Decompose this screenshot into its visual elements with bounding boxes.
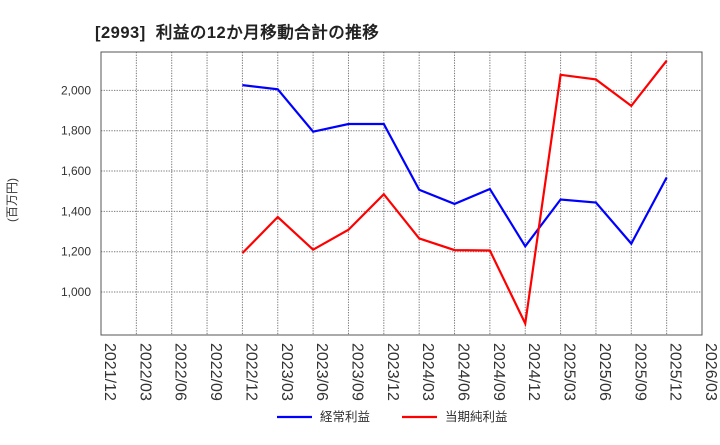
svg-text:2024/06: 2024/06 bbox=[455, 343, 472, 401]
svg-text:2025/03: 2025/03 bbox=[561, 343, 578, 401]
svg-text:2022/03: 2022/03 bbox=[136, 343, 153, 401]
svg-text:2023/12: 2023/12 bbox=[384, 343, 401, 401]
svg-text:2025/12: 2025/12 bbox=[667, 343, 684, 401]
svg-text:2025/09: 2025/09 bbox=[631, 343, 648, 401]
svg-text:1,800: 1,800 bbox=[61, 124, 91, 138]
svg-text:2,000: 2,000 bbox=[61, 83, 91, 97]
svg-text:1,600: 1,600 bbox=[61, 164, 91, 178]
svg-text:経常利益: 経常利益 bbox=[320, 410, 370, 424]
svg-text:2023/09: 2023/09 bbox=[348, 343, 365, 401]
svg-text:2021/12: 2021/12 bbox=[101, 343, 118, 401]
svg-text:(百万円): (百万円) bbox=[5, 178, 19, 222]
svg-text:2024/09: 2024/09 bbox=[490, 343, 507, 401]
svg-text:2022/12: 2022/12 bbox=[242, 343, 259, 401]
svg-text:2025/06: 2025/06 bbox=[596, 343, 613, 401]
svg-text:2023/03: 2023/03 bbox=[278, 343, 295, 401]
svg-text:1,200: 1,200 bbox=[61, 245, 91, 259]
svg-text:2024/12: 2024/12 bbox=[525, 343, 542, 401]
svg-text:2022/09: 2022/09 bbox=[207, 343, 224, 401]
svg-text:1,000: 1,000 bbox=[61, 285, 91, 299]
svg-text:1,400: 1,400 bbox=[61, 204, 91, 218]
svg-text:当期純利益: 当期純利益 bbox=[445, 410, 508, 424]
svg-text:2026/03: 2026/03 bbox=[702, 343, 719, 401]
svg-text:2023/06: 2023/06 bbox=[313, 343, 330, 401]
svg-text:2022/06: 2022/06 bbox=[172, 343, 189, 401]
svg-text:2024/03: 2024/03 bbox=[419, 343, 436, 401]
